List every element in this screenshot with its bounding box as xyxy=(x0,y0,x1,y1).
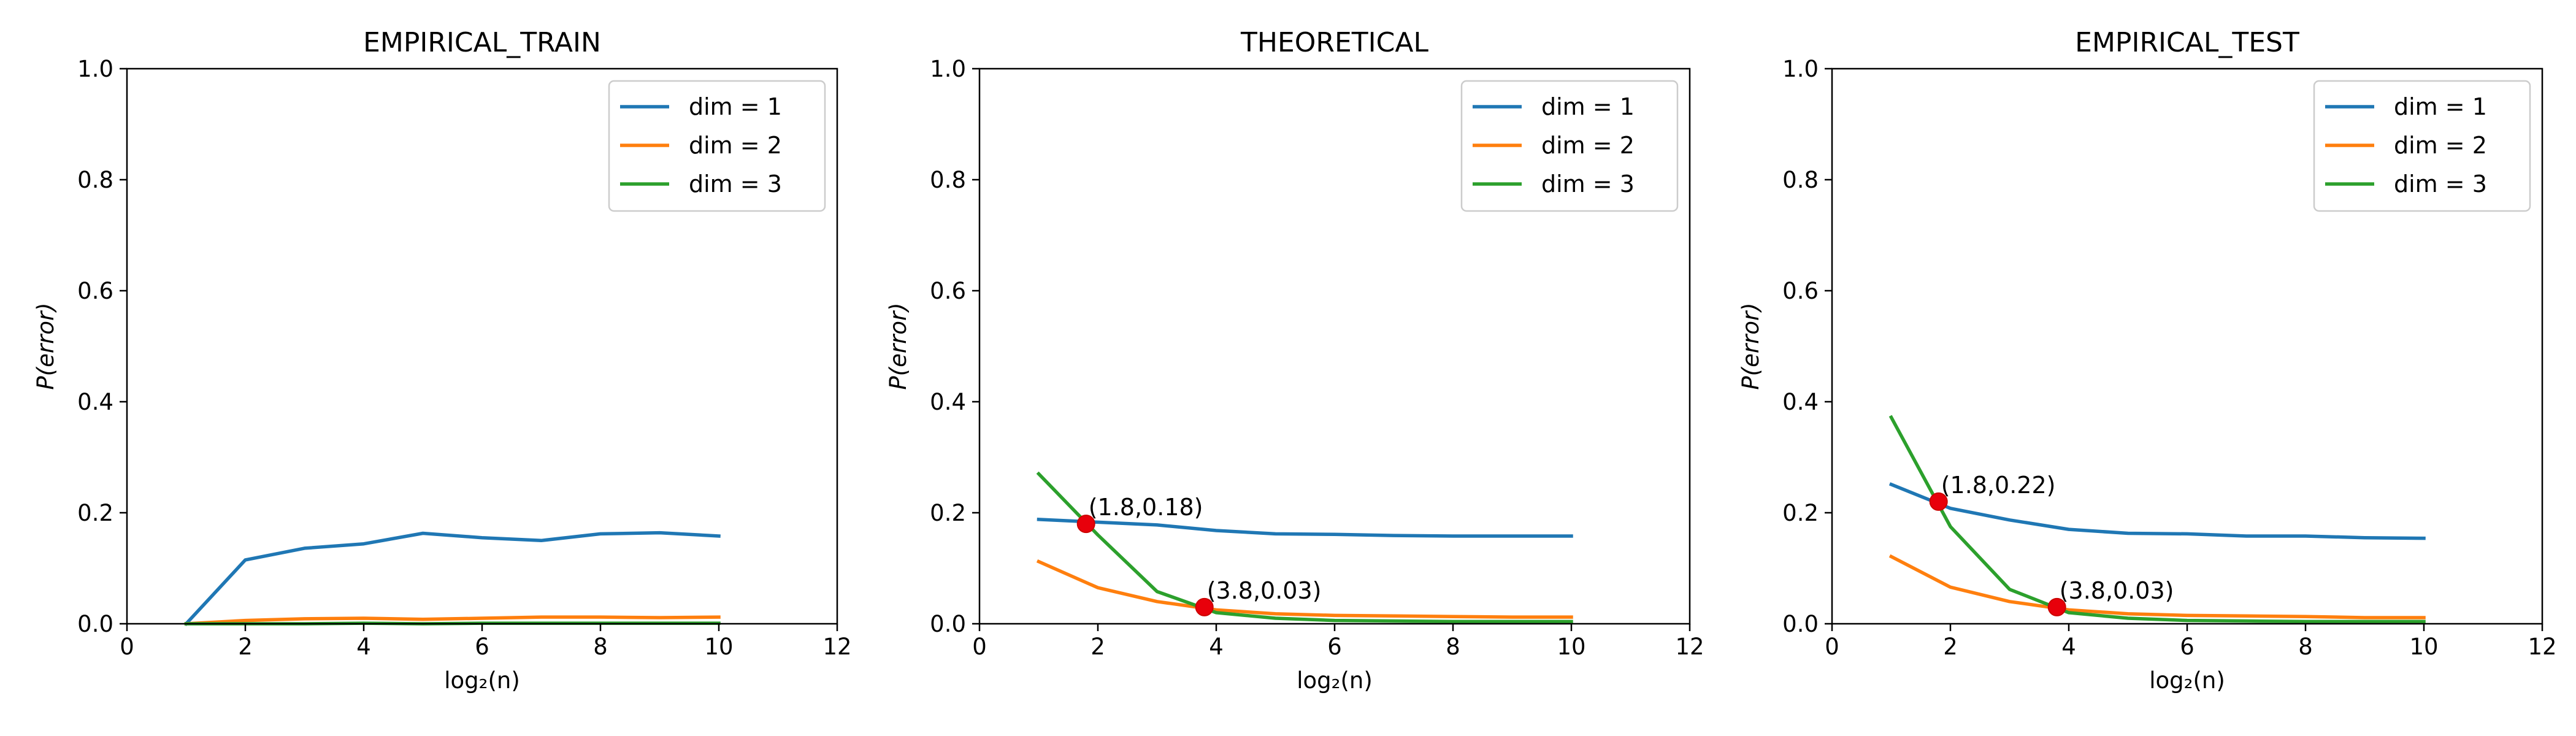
legend-label-1: dim = 1 xyxy=(2394,93,2487,120)
y-tick-label: 1.0 xyxy=(1782,56,1819,82)
y-tick-label: 0.8 xyxy=(930,167,966,193)
x-tick-label: 12 xyxy=(1675,634,1704,660)
y-axis-label: P(error) xyxy=(1738,302,1764,389)
x-tick-label: 6 xyxy=(2180,634,2195,660)
legend-label-3: dim = 3 xyxy=(689,171,782,197)
chart-panel-2: (1.8,0.18) (3.8,0.03) 0 2 4 6 8 10 12 0.0 0.2 0.4 0.… xyxy=(885,27,1704,694)
annotation-marker-2 xyxy=(2047,597,2066,616)
y-tick-label: 0.6 xyxy=(77,278,113,304)
legend-label-1: dim = 1 xyxy=(1541,93,1635,120)
legend-label-2: dim = 2 xyxy=(689,132,782,159)
x-tick-label: 12 xyxy=(822,634,851,660)
chart-panel-3: (1.8,0.22) (3.8,0.03) 0 2 4 6 8 10 12 0.0 0.2 0.4 0.… xyxy=(1738,27,2557,694)
series-line-1 xyxy=(1888,482,2426,540)
series-line-2 xyxy=(1036,559,1573,619)
x-tick-label: 0 xyxy=(120,634,134,660)
x-tick-label: 8 xyxy=(593,634,608,660)
x-tick-label: 8 xyxy=(2298,634,2313,660)
y-tick-label: 0.4 xyxy=(1782,389,1819,415)
legend-label-1: dim = 1 xyxy=(689,93,782,120)
series-line-1 xyxy=(183,531,721,626)
x-tick-label: 0 xyxy=(972,634,987,660)
annotation-marker-1 xyxy=(1076,515,1095,534)
x-tick-label: 0 xyxy=(1825,634,1839,660)
x-tick-label: 10 xyxy=(1557,634,1585,660)
y-tick-label: 0.0 xyxy=(77,611,113,637)
y-tick-label: 0.0 xyxy=(1782,611,1819,637)
chart-panel-1: 0 2 4 6 8 10 12 0.0 0.2 0.4 0.6 0.8 1.0 EMPIRICAL_TRA… xyxy=(33,27,852,694)
series-line-1 xyxy=(1037,518,1573,538)
annotation-label-1: (1.8,0.18) xyxy=(1089,494,1203,521)
x-tick-label: 2 xyxy=(1943,634,1958,660)
x-tick-label: 10 xyxy=(704,634,733,660)
series-line-2 xyxy=(1888,554,2426,619)
annotation-label-2: (3.8,0.03) xyxy=(2060,577,2174,604)
legend: dim = 1 dim = 2 dim = 3 xyxy=(2313,80,2531,212)
annotation-label-1: (1.8,0.22) xyxy=(1941,472,2056,499)
legend-label-2: dim = 2 xyxy=(2394,132,2487,159)
x-tick-label: 2 xyxy=(238,634,253,660)
legend-label-3: dim = 3 xyxy=(1541,171,1635,197)
y-tick-label: 0.6 xyxy=(930,278,966,304)
y-tick-label: 0.8 xyxy=(77,167,113,193)
y-tick-label: 1.0 xyxy=(77,56,113,82)
annotation-marker-2 xyxy=(1195,597,1214,616)
y-tick-label: 0.4 xyxy=(930,389,966,415)
annotation-label-2: (3.8,0.03) xyxy=(1207,577,1322,604)
legend-label-3: dim = 3 xyxy=(2394,171,2487,197)
legend-frame xyxy=(1460,80,1679,212)
y-tick-label: 0.2 xyxy=(930,500,966,526)
legend: dim = 1 dim = 2 dim = 3 xyxy=(608,80,826,212)
legend-frame xyxy=(2313,80,2531,212)
legend-frame xyxy=(608,80,826,212)
x-tick-label: 6 xyxy=(475,634,489,660)
chart-title: THEORETICAL xyxy=(1240,27,1428,58)
y-tick-label: 0.4 xyxy=(77,389,113,415)
y-axis-label: P(error) xyxy=(33,302,59,389)
legend-label-2: dim = 2 xyxy=(1541,132,1635,159)
series-line-3 xyxy=(1888,415,2426,624)
x-tick-label: 12 xyxy=(2528,634,2556,660)
y-axis-label: P(error) xyxy=(885,302,911,389)
y-tick-label: 0.2 xyxy=(1782,500,1819,526)
y-tick-label: 0.8 xyxy=(1782,167,1819,193)
legend: dim = 1 dim = 2 dim = 3 xyxy=(1460,80,1679,212)
x-tick-label: 4 xyxy=(1209,634,1224,660)
x-axis-label: log₂(n) xyxy=(444,667,520,694)
y-tick-label: 0.6 xyxy=(1782,278,1819,304)
y-tick-label: 1.0 xyxy=(930,56,966,82)
x-tick-label: 4 xyxy=(2061,634,2076,660)
chart-title: EMPIRICAL_TRAIN xyxy=(363,27,601,58)
series-line-3 xyxy=(1036,471,1573,624)
x-axis-label: log₂(n) xyxy=(2149,667,2225,694)
y-tick-label: 0.2 xyxy=(77,500,113,526)
chart-title: EMPIRICAL_TEST xyxy=(2075,27,2299,58)
series-line-2 xyxy=(184,615,721,626)
x-tick-label: 8 xyxy=(1446,634,1460,660)
x-tick-label: 10 xyxy=(2409,634,2438,660)
x-tick-label: 2 xyxy=(1091,634,1105,660)
annotation-marker-1 xyxy=(1929,492,1948,511)
y-tick-label: 0.0 xyxy=(930,611,966,637)
x-tick-label: 4 xyxy=(356,634,371,660)
x-tick-label: 6 xyxy=(1327,634,1342,660)
x-axis-label: log₂(n) xyxy=(1297,667,1373,694)
